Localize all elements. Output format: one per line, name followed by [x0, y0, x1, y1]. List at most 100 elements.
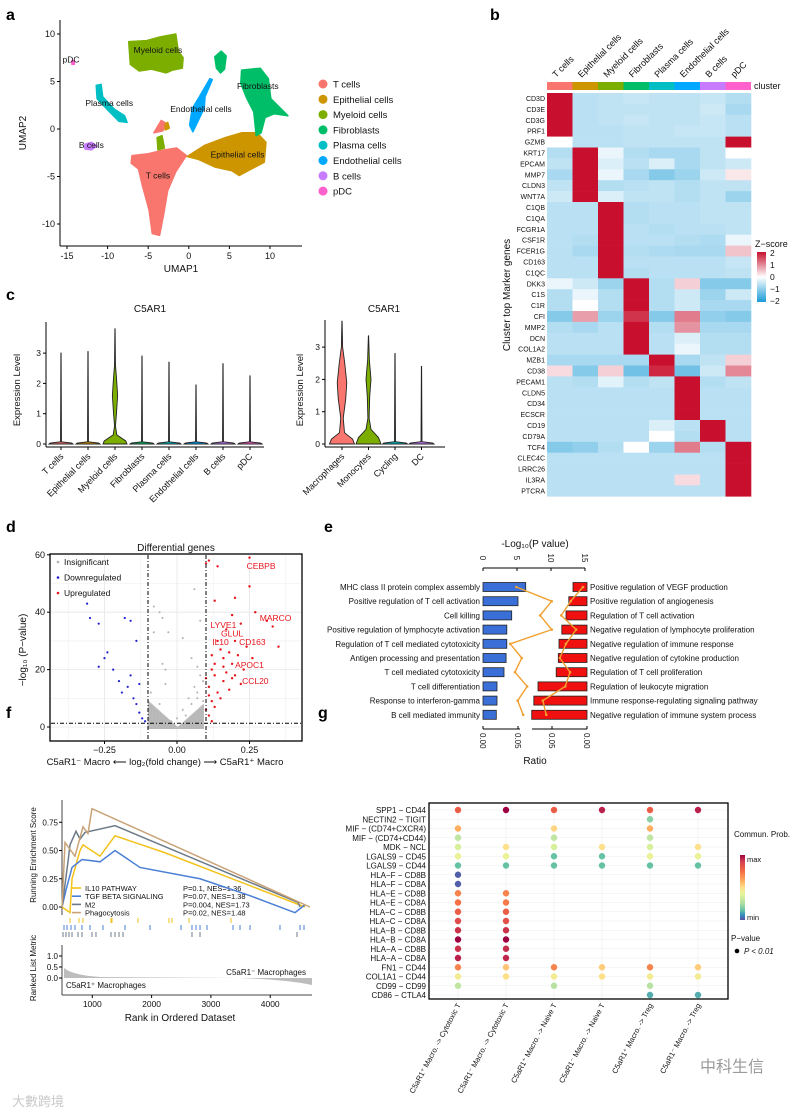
heatmap-cell	[649, 452, 675, 464]
heatmap-cell	[623, 311, 650, 323]
bar-down	[482, 681, 498, 692]
lr-pair-label: LGALS9 − CD45	[366, 852, 426, 861]
point-downregulated	[120, 691, 123, 694]
interaction-dot	[502, 806, 510, 814]
category-label: T cells	[40, 451, 66, 477]
heatmap-cell	[674, 321, 701, 334]
heatmap-cell	[598, 125, 624, 137]
heatmap-row-label: IL3RA	[526, 478, 546, 485]
top-tick-label: 0	[478, 556, 487, 561]
top-axis-label: -Log₁₀(P value)	[501, 539, 568, 550]
heatmap-cell	[700, 114, 726, 126]
heatmap-cell	[725, 289, 752, 301]
heatmap-cell	[649, 354, 675, 366]
interaction-dot	[502, 917, 510, 925]
heatmap-row-label: MMP7	[525, 172, 545, 179]
point-insignificant-bulk	[171, 721, 173, 729]
interaction-dot	[454, 927, 462, 934]
point-upregulated	[265, 619, 269, 623]
heatmap-cell	[649, 409, 675, 421]
heatmap-cell	[649, 300, 675, 312]
heatmap-cell	[547, 93, 573, 105]
heatmap-cell	[649, 278, 675, 290]
zscore-tick-label: −2	[770, 296, 780, 306]
interaction-dot	[550, 982, 558, 989]
lr-pair-label: HLA−A − CD8B	[370, 945, 426, 954]
y-axis-label: UMAP2	[18, 115, 29, 150]
volcano-title: Differential genes	[137, 543, 215, 554]
heatmap-cell	[598, 452, 624, 464]
lr-pair-label: FN1 − CD44	[381, 963, 426, 972]
heatmap-cell	[572, 114, 599, 126]
heatmap-cell	[623, 474, 650, 486]
heatmap-row-label: CD163	[523, 260, 545, 267]
heatmap-cell	[623, 321, 650, 334]
lr-pair-label: HLA−E − CD8A	[370, 899, 427, 908]
pvalue-point	[558, 656, 562, 660]
cluster-color-bar	[649, 82, 675, 90]
point-downregulated	[103, 657, 106, 660]
x-tick-label: -15	[60, 251, 73, 261]
heatmap-cell	[725, 114, 752, 126]
y-axis-label: −log₁₀ (P−value)	[18, 614, 29, 687]
heatmap-row-label: GZMB	[525, 140, 546, 147]
heatmap-cell	[623, 136, 650, 148]
heatmap-cell	[725, 430, 752, 443]
heatmap-cell	[547, 267, 573, 279]
lr-pair-label: LGALS9 − CD44	[366, 862, 426, 871]
umap-cluster-label: Fibroblasts	[237, 81, 279, 91]
heatmap-cell	[572, 223, 599, 235]
legend-label: Upregulated	[64, 588, 111, 598]
heatmap-row-label: TCF4	[528, 445, 546, 452]
violin	[209, 363, 237, 445]
zscore-tick-label: −1	[770, 284, 780, 294]
pvalue-point	[521, 713, 525, 717]
y-axis-label: Expression Level	[295, 354, 306, 426]
heatmap-cell	[674, 485, 701, 497]
point-insignificant-bulk	[201, 705, 203, 729]
bar-down	[482, 624, 508, 635]
interaction-dot	[502, 843, 510, 851]
point-upregulated	[210, 668, 213, 671]
interaction-dot	[550, 973, 558, 980]
top-tick-label: 10	[546, 554, 555, 563]
heatmap-cell	[547, 245, 573, 257]
term-label-down: Response to interferon-gamma	[370, 697, 481, 706]
x-tick-label: 0.00	[168, 745, 186, 755]
umap-cluster-label: Plasma cells	[85, 98, 133, 108]
heatmap-cell	[547, 136, 573, 148]
heatmap-cell	[725, 452, 752, 464]
heatmap-cell	[674, 202, 701, 214]
x-tick-label: 3000	[201, 999, 220, 1009]
pvalue-legend-dot	[734, 948, 740, 954]
heatmap-cell	[598, 365, 624, 377]
term-label-up: Negative regulation of immune response	[590, 640, 734, 649]
heatmap-cell	[725, 191, 752, 203]
heatmap-cell	[700, 202, 726, 214]
point-insignificant-bulk	[202, 704, 204, 729]
heatmap-cell	[674, 430, 701, 443]
heatmap-cell	[725, 256, 752, 268]
panel-labels: a b c d e f g	[6, 7, 500, 722]
pvalue-legend-label: P < 0.01	[744, 947, 774, 956]
bar-up	[565, 610, 588, 621]
x-tick-label: 2000	[142, 999, 161, 1009]
heatmap-cell	[598, 136, 624, 148]
heatmap-row-label: C1QC	[526, 270, 545, 277]
es-curve	[61, 834, 306, 915]
gene-label: CD163	[239, 637, 266, 647]
y-tick-label: 3	[36, 348, 41, 358]
point-insignificant	[164, 682, 167, 685]
heatmap-row-label: C1S	[531, 292, 545, 299]
heatmap-cell	[598, 245, 624, 257]
category-label: DC	[410, 451, 427, 468]
heatmap-row-label: FCER1G	[517, 249, 545, 256]
category-label: Macrophages	[301, 451, 347, 497]
point-downregulated	[138, 682, 141, 686]
point-insignificant-bulk	[161, 713, 164, 729]
heatmap-cell	[572, 420, 599, 432]
heatmap-cell	[547, 169, 573, 181]
point-insignificant	[196, 691, 199, 694]
category-label: Endothelial cells	[147, 451, 200, 504]
